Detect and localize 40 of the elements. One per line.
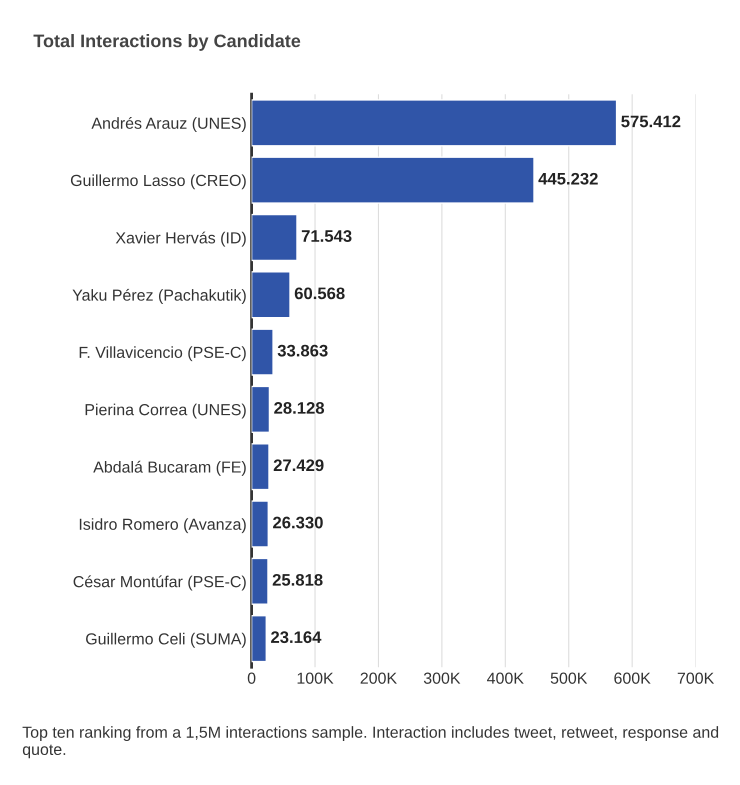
bar <box>252 558 269 605</box>
y-tick-label: Abdalá Bucaram (FE) <box>93 460 246 476</box>
bar <box>252 156 535 204</box>
y-tick-label: Guillermo Celi (SUMA) <box>86 632 246 648</box>
data-label: 33.863 <box>278 344 328 357</box>
x-tick-label: 300K <box>424 672 460 684</box>
text: Top ten ranking from a 1,5M interactions sample. Interaction includes tweet, retweet, response and quote. <box>22 726 718 758</box>
y-tick-label: Yaku Pérez (Pachakutik) <box>72 288 246 304</box>
y-tick-label: César Montúfar (PSE-C) <box>74 575 246 590</box>
x-tick-label: 100K <box>298 672 334 684</box>
bar <box>252 99 618 146</box>
x-tick-label: 0 <box>248 672 256 684</box>
data-label: 28.128 <box>274 402 324 414</box>
x-tick-label: 600K <box>614 672 651 684</box>
y-tick-label: Guillermo Lasso (CREO) <box>70 174 246 190</box>
bar <box>252 500 269 548</box>
y-tick-label: Xavier Hervás (ID) <box>116 232 246 247</box>
bar <box>252 443 270 490</box>
data-label: 575.412 <box>621 116 680 128</box>
x-tick-label: 700K <box>678 672 714 684</box>
data-label: 27.429 <box>274 459 324 472</box>
data-label: 25.818 <box>272 574 323 586</box>
bar <box>252 271 291 318</box>
x-tick-label: 500K <box>550 672 588 684</box>
data-label: 71.543 <box>302 230 352 242</box>
x-tick-label: 200K <box>360 672 397 684</box>
y-tick-label: Pierina Correa (UNES) <box>86 404 246 418</box>
data-label: 445.232 <box>538 172 598 185</box>
chart-title: Total Interactions by Candidate <box>34 34 300 51</box>
bar <box>252 386 270 433</box>
y-tick-label: Andrés Arauz (UNES) <box>91 116 246 132</box>
data-label: 60.568 <box>294 287 345 300</box>
bar <box>252 328 274 376</box>
data-label: 23.164 <box>271 631 322 644</box>
y-tick-label: F. Villavicencio (PSE-C) <box>80 346 246 362</box>
y-tick-label: Isidro Romero (Avanza) <box>80 518 246 534</box>
data-label: 26.330 <box>273 516 323 528</box>
bar <box>252 614 267 662</box>
x-tick-label: 400K <box>487 672 524 684</box>
bar <box>252 214 298 262</box>
